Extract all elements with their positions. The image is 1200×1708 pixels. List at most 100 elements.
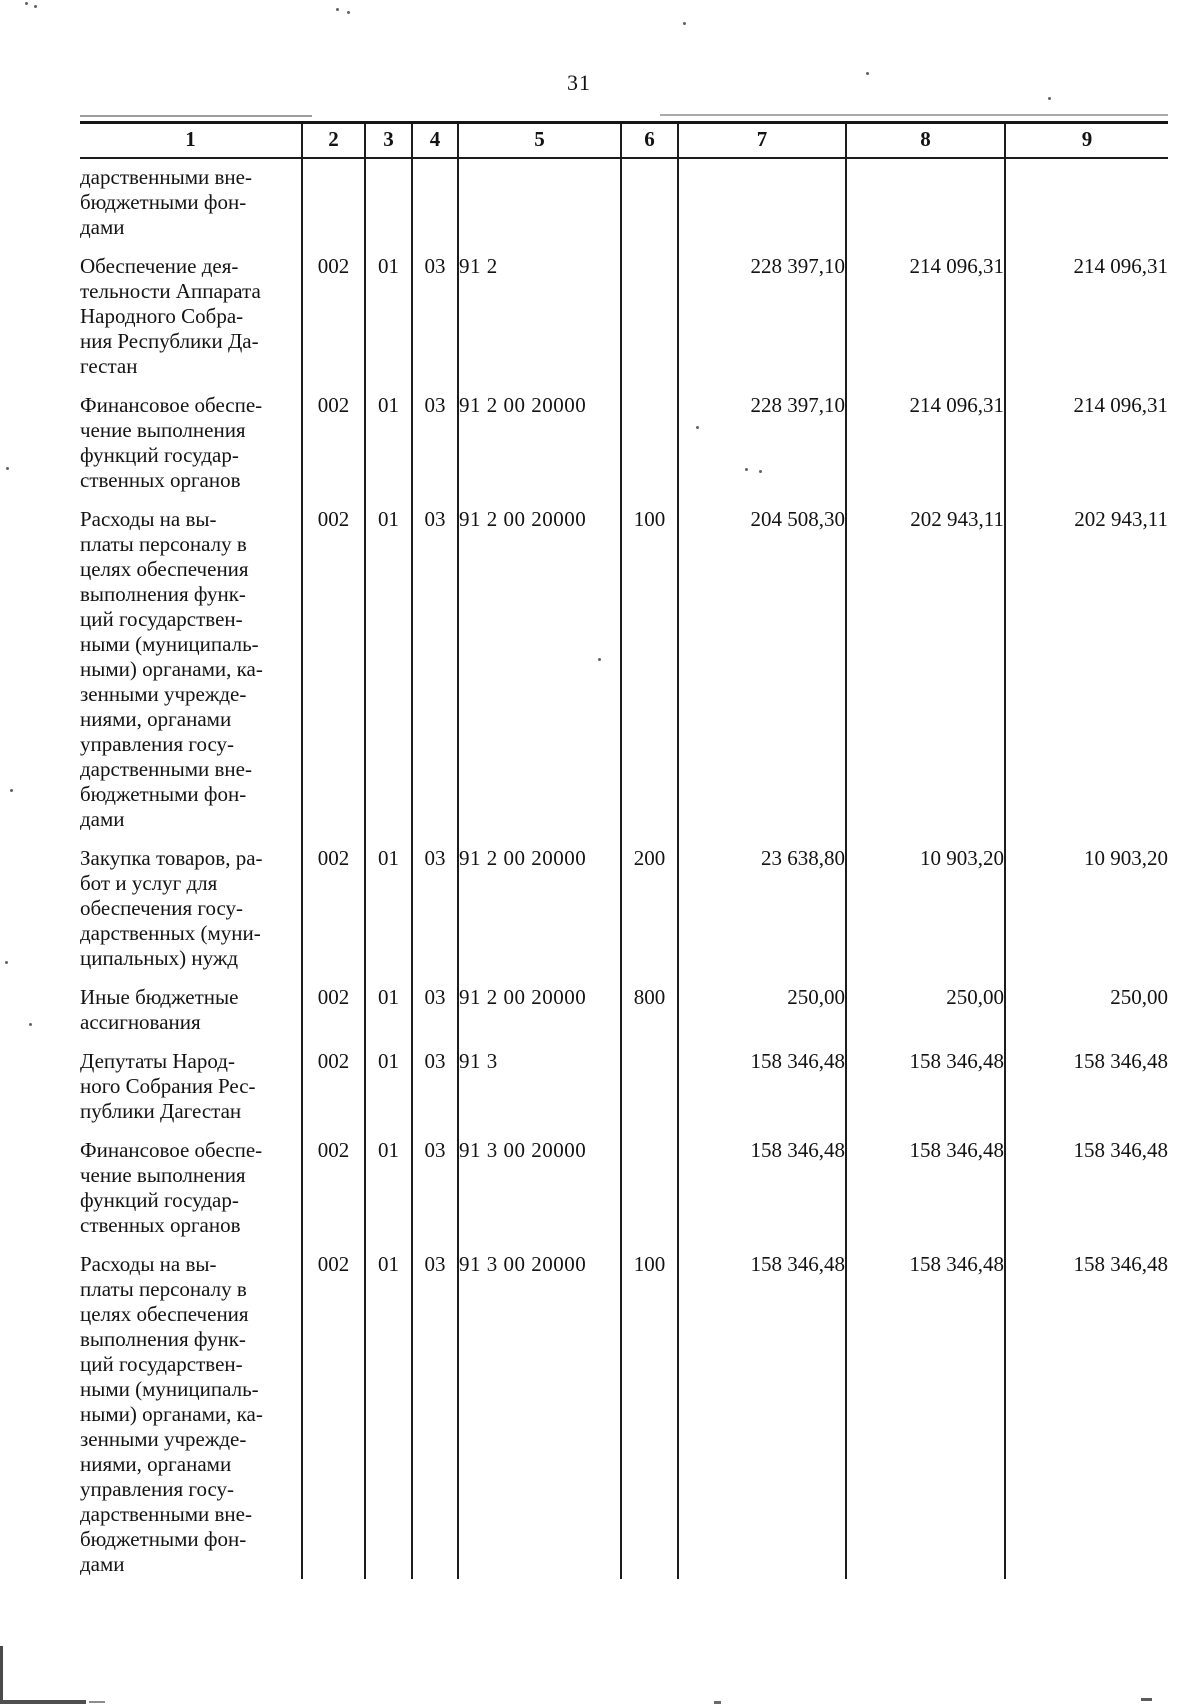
amount-col9-cell: 214 096,31	[1073, 254, 1169, 278]
scan-speck	[34, 5, 37, 8]
podrazdel-code-cell: 03	[412, 979, 459, 1043]
vr-code-cell: 800	[621, 979, 679, 1043]
scan-line-artifact	[80, 115, 312, 117]
scan-speck	[683, 22, 686, 25]
expenditure-name-cell: Депутаты Народ- ного Собрания Рес- публи…	[80, 1043, 303, 1132]
amount-col7-cell: 23 638,80	[678, 840, 847, 979]
grbs-code-cell: 002	[302, 1132, 366, 1246]
csr-code-cell	[458, 158, 622, 248]
expenditure-name-cell: Обеспечение дея- тельности Аппарата Наро…	[80, 248, 303, 387]
column-header-3: 3	[365, 121, 413, 159]
razdel-code-cell: 01	[365, 1132, 413, 1246]
podrazdel-code-cell: 03	[412, 1043, 459, 1132]
podrazdel-code-cell: 03	[412, 840, 459, 979]
csr-code-cell: 91 2 00 20000	[458, 501, 622, 840]
amount-col8-cell: 250,00	[846, 979, 1006, 1043]
expenditure-name-cell: Иные бюджетные ассигнования	[80, 979, 303, 1043]
grbs-code-cell: 002	[302, 840, 366, 979]
scan-speck	[866, 72, 869, 75]
razdel-code-cell: 01	[365, 1043, 413, 1132]
scan-speck	[1048, 97, 1051, 100]
scanner-edge-line	[0, 1700, 86, 1704]
table-row: Расходы на вы- платы персоналу в целях о…	[80, 1246, 1168, 1579]
amount-col8-cell: 10 903,20	[846, 840, 1006, 979]
podrazdel-code-cell: 03	[412, 248, 459, 387]
column-header-4: 4	[412, 121, 459, 159]
amount-col9-cell: 214 096,31	[1073, 393, 1169, 417]
vr-code-cell	[621, 158, 679, 248]
amount-col8-cell	[846, 158, 1006, 248]
vr-code-cell: 100	[621, 1246, 679, 1579]
razdel-code-cell: 01	[365, 248, 413, 387]
expenditure-name-cell: Расходы на вы- платы персоналу в целях о…	[80, 1246, 303, 1579]
csr-code-cell: 91 2 00 20000	[458, 387, 622, 501]
razdel-code-cell: 01	[365, 387, 413, 501]
csr-code-cell: 91 3 00 20000	[458, 1246, 622, 1579]
razdel-code-cell	[365, 158, 413, 248]
amount-col8-cell: 158 346,48	[846, 1043, 1006, 1132]
csr-code-cell: 91 3 00 20000	[458, 1132, 622, 1246]
scan-speck	[10, 789, 13, 792]
vr-code-cell: 100	[621, 501, 679, 840]
vr-code-cell	[621, 248, 679, 387]
expenditure-name-cell: Закупка товаров, ра- бот и услуг для обе…	[80, 840, 303, 979]
table-row: Иные бюджетные ассигнования 002 01 03 91…	[80, 979, 1168, 1043]
podrazdel-code-cell: 03	[412, 387, 459, 501]
vr-code-cell	[621, 1132, 679, 1246]
scan-speck	[6, 467, 9, 470]
scan-speck	[336, 8, 339, 11]
amount-col9-cell: 158 346,48	[1073, 1049, 1169, 1073]
expenditure-name-cell: Финансовое обеспе- чение выполнения функ…	[80, 1132, 303, 1246]
grbs-code-cell: 002	[302, 501, 366, 840]
scanner-edge-dash	[89, 1701, 105, 1703]
budget-expenditure-table: 1 2 3 4 5 6 7 8 9 дарственными вне- бюдж…	[80, 121, 1168, 1579]
podrazdel-code-cell	[412, 158, 459, 248]
expenditure-name-cell: Финансовое обеспе- чение выполнения функ…	[80, 387, 303, 501]
table-row: Расходы на вы- платы персоналу в целях о…	[80, 501, 1168, 840]
amount-col8-cell: 214 096,31	[846, 248, 1006, 387]
amount-col7-cell: 158 346,48	[678, 1246, 847, 1579]
amount-col7-cell: 250,00	[678, 979, 847, 1043]
table-row: Депутаты Народ- ного Собрания Рес- публи…	[80, 1043, 1168, 1132]
scan-speck	[29, 1023, 32, 1026]
grbs-code-cell: 002	[302, 248, 366, 387]
scan-speck	[25, 2, 28, 5]
scan-tick-artifact	[714, 1701, 721, 1704]
podrazdel-code-cell: 03	[412, 1132, 459, 1246]
expenditure-name-cell: Расходы на вы- платы персоналу в целях о…	[80, 501, 303, 840]
amount-col7-cell: 228 397,10	[678, 248, 847, 387]
scan-speck	[696, 426, 699, 429]
grbs-code-cell: 002	[302, 979, 366, 1043]
razdel-code-cell: 01	[365, 840, 413, 979]
razdel-code-cell: 01	[365, 1246, 413, 1579]
grbs-code-cell	[302, 158, 366, 248]
amount-col9-cell: 202 943,11	[1074, 507, 1168, 531]
table-row: Финансовое обеспе- чение выполнения функ…	[80, 387, 1168, 501]
column-header-1: 1	[80, 121, 303, 159]
column-header-7: 7	[678, 121, 847, 159]
razdel-code-cell: 01	[365, 979, 413, 1043]
column-header-6: 6	[621, 121, 679, 159]
amount-col7-cell: 158 346,48	[678, 1132, 847, 1246]
scanner-edge-line	[0, 1646, 3, 1704]
grbs-code-cell: 002	[302, 1246, 366, 1579]
scan-tick-artifact	[1141, 1698, 1152, 1701]
amount-col7-cell: 158 346,48	[678, 1043, 847, 1132]
amount-col9-cell: 250,00	[1110, 985, 1168, 1009]
csr-code-cell: 91 2 00 20000	[458, 979, 622, 1043]
amount-col9-cell: 10 903,20	[1084, 846, 1168, 870]
table-row: Обеспечение дея- тельности Аппарата Наро…	[80, 248, 1168, 387]
amount-col9-cell	[1005, 158, 1168, 248]
table-header-row: 1 2 3 4 5 6 7 8 9	[80, 121, 1168, 159]
amount-col9-cell: 158 346,48	[1073, 1138, 1169, 1162]
amount-col7-cell: 204 508,30	[678, 501, 847, 840]
table-row: дарственными вне- бюджетными фон- дами	[80, 158, 1168, 248]
amount-col7-cell	[678, 158, 847, 248]
podrazdel-code-cell: 03	[412, 1246, 459, 1579]
amount-col7-cell: 228 397,10	[678, 387, 847, 501]
table-row: Финансовое обеспе- чение выполнения функ…	[80, 1132, 1168, 1246]
vr-code-cell: 200	[621, 840, 679, 979]
column-header-8: 8	[846, 121, 1006, 159]
scan-speck	[745, 468, 748, 471]
vr-code-cell	[621, 1043, 679, 1132]
